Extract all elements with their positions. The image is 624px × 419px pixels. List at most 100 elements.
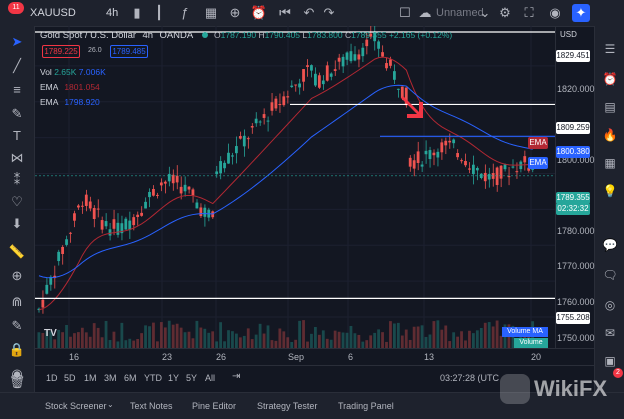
tab-pine-editor[interactable]: Pine Editor [192, 401, 237, 411]
period-3m[interactable]: 3M [104, 373, 117, 383]
chat-icon[interactable]: 💬 [602, 238, 618, 252]
undo-icon[interactable]: ↶ [303, 5, 315, 20]
alerts-icon[interactable]: ⏰ [602, 72, 618, 86]
layout-menu-icon[interactable]: ⌄ [479, 5, 491, 20]
volume-bar [495, 320, 499, 348]
calendar-small-icon[interactable]: ▣ [604, 354, 616, 368]
candle-body [104, 221, 108, 227]
bulb-icon[interactable]: ✦ [572, 4, 590, 22]
tab-text-notes[interactable]: Text Notes [130, 401, 173, 411]
period-6m[interactable]: 6M [124, 373, 137, 383]
messages-icon[interactable]: ✉ [604, 326, 616, 340]
candle-body [136, 214, 140, 217]
volume-bar [104, 320, 108, 348]
hotlist-icon[interactable]: 🔥 [602, 128, 618, 142]
period-5y[interactable]: 5Y [186, 373, 198, 383]
volume-bar [92, 323, 96, 348]
alert-icon[interactable]: ⏰ [250, 5, 268, 20]
time-tick: 20 [531, 352, 542, 362]
chevron-down-icon[interactable]: ⌄ [107, 400, 114, 409]
camera-icon[interactable]: ◉ [549, 5, 561, 20]
countdown-tag: 02:32:32 [556, 203, 590, 215]
candles-icon[interactable]: ┃ [155, 5, 163, 20]
volume-legend: Vol 2.65K 7.006K [40, 67, 106, 77]
goto-date-icon[interactable]: ⇥ [232, 371, 241, 382]
calendar-icon[interactable]: ▦ [604, 156, 616, 170]
period-all[interactable]: All [205, 373, 216, 383]
trash-icon[interactable]: 🗑 [8, 374, 26, 389]
tab-trading-panel[interactable]: Trading Panel [338, 401, 394, 411]
volume-bar [286, 337, 290, 348]
period-1y[interactable]: 1Y [168, 373, 180, 383]
period-1d[interactable]: 1D [46, 373, 58, 383]
volume-bar [479, 327, 483, 348]
redo-icon[interactable]: ↷ [323, 5, 335, 20]
compare-icon[interactable]: ⊕ [229, 5, 241, 20]
period-ytd[interactable]: YTD [144, 373, 162, 383]
tradingview-logo[interactable]: TV [44, 328, 57, 339]
symbol-search[interactable]: XAUUSD [30, 7, 76, 19]
replay-icon[interactable]: ⏮ [279, 5, 291, 20]
price-axis[interactable]: USD [555, 26, 595, 348]
volume-bar [77, 332, 80, 348]
price-tick: 1800.000 [557, 155, 595, 165]
text-icon[interactable]: T [13, 128, 21, 143]
magnet-icon[interactable]: ⋒ [11, 294, 23, 309]
fullscreen-icon[interactable]: ☐ [399, 5, 411, 20]
data-window-icon[interactable]: ▤ [604, 100, 616, 114]
ruler-icon[interactable]: 📏 [8, 244, 26, 259]
period-5d[interactable]: 5D [64, 373, 76, 383]
brush-icon[interactable]: ✎ [11, 106, 23, 121]
volume-bar [84, 332, 88, 348]
time-tick: 16 [69, 352, 80, 362]
volume-bar [412, 326, 416, 348]
lock-icon[interactable]: 🔒 [8, 342, 26, 357]
pattern-icon[interactable]: ⋈ [10, 150, 24, 165]
period-1m[interactable]: 1M [84, 373, 97, 383]
eye-icon[interactable]: ◉ [11, 366, 23, 381]
streams-icon[interactable]: ◎ [604, 298, 616, 312]
zoom-icon[interactable]: ⊕ [11, 268, 23, 283]
cloud-icon[interactable]: ☁ [418, 5, 432, 20]
volume-bar [278, 328, 282, 348]
tab-strategy-tester[interactable]: Strategy Tester [257, 401, 318, 411]
arrow-down-icon[interactable]: ⬇ [11, 216, 23, 231]
fullscreen-expand-icon[interactable]: ⛶ [524, 5, 534, 20]
candle-body [314, 73, 317, 86]
chats-icon[interactable]: 🗨 [602, 268, 618, 282]
forecast-icon[interactable]: ⁑ [13, 172, 21, 187]
heart-icon[interactable]: ♡ [11, 194, 23, 209]
interval-button[interactable]: 4h [106, 7, 119, 19]
chart-pane[interactable] [35, 23, 555, 348]
candle-body [357, 54, 361, 60]
ideas-icon[interactable]: 💡 [602, 184, 618, 198]
layout-name[interactable]: Unnamed [436, 7, 484, 19]
indicators-icon[interactable]: ƒ [181, 5, 189, 20]
tab-stock-screener[interactable]: Stock Screener [45, 401, 107, 411]
sell-button[interactable]: 1789.225 [42, 45, 80, 58]
menu-badge[interactable]: 11 [8, 2, 24, 14]
change-value: +2.165 (+0.12%) [388, 30, 453, 40]
price-chart[interactable] [35, 23, 555, 348]
lock-drawing-icon[interactable]: ✎ [11, 318, 23, 333]
clock[interactable]: 03:27:28 (UTC [440, 373, 500, 383]
trendline-icon[interactable]: ╱ [13, 58, 21, 73]
volume-bar [329, 339, 333, 348]
watchlist-icon[interactable]: ☰ [604, 42, 616, 56]
fib-icon[interactable]: ≡ [13, 82, 21, 97]
candle-body [448, 140, 452, 143]
buy-button[interactable]: 1789.485 [110, 45, 148, 58]
time-axis[interactable] [35, 348, 594, 365]
bar-style-icon[interactable]: ▮ [133, 5, 141, 20]
volume-bar [171, 324, 175, 348]
symbol-title[interactable]: Gold Spot / U.S. Dollar [40, 30, 137, 41]
price-tick: 1780.000 [557, 226, 595, 236]
volume-bar [436, 320, 440, 348]
volume-bar [400, 335, 404, 348]
templates-icon[interactable]: ▦ [204, 5, 218, 20]
settings-icon[interactable]: ⚙ [499, 5, 511, 20]
currency-label[interactable]: USD [560, 30, 577, 39]
cursor-icon[interactable]: ➤ [11, 34, 23, 49]
candle-body [444, 140, 448, 146]
candle-body [124, 218, 128, 230]
